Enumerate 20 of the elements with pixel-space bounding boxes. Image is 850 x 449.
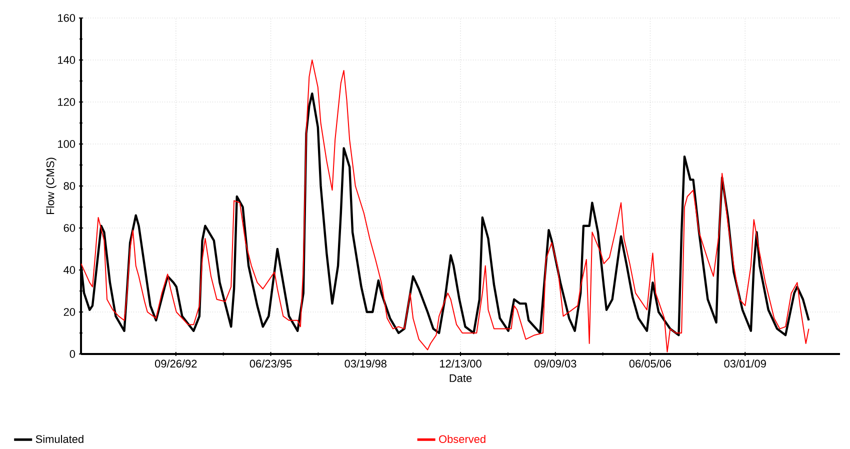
x-tick-label: 06/23/95: [250, 360, 292, 368]
x-tick-label: 03/01/09: [724, 360, 766, 368]
x-tick-label: 09/26/92: [154, 360, 197, 368]
legend-label: Simulated: [36, 434, 84, 443]
x-tick-label: 12/13/00: [440, 360, 482, 368]
legend-label: Observed: [439, 434, 486, 443]
y-tick-label: 160: [58, 14, 76, 22]
x-tick-label: 06/05/06: [629, 360, 672, 368]
x-tick-label: 09/09/03: [534, 360, 576, 368]
x-tick-label: 03/19/98: [344, 360, 386, 368]
y-tick-label: 120: [58, 98, 76, 106]
y-axis-title: Flow (CMS): [46, 158, 56, 214]
y-tick-label: 80: [64, 182, 76, 190]
y-tick-label: 20: [64, 308, 76, 316]
y-tick-label: 60: [64, 224, 76, 232]
y-tick-label: 100: [58, 140, 76, 148]
y-tick-label: 140: [58, 56, 76, 64]
x-axis-title: Date: [450, 374, 472, 382]
y-tick-label: 40: [64, 266, 76, 274]
y-tick-label: 0: [70, 350, 76, 358]
